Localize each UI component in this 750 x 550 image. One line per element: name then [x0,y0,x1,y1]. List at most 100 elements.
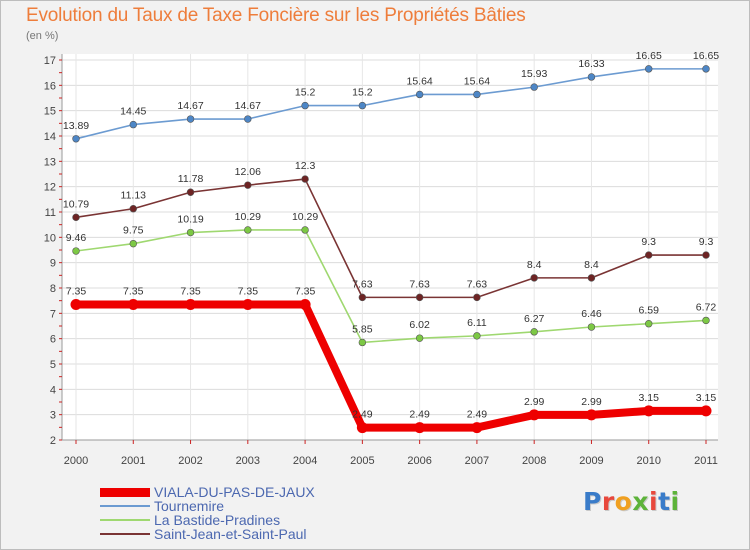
data-label: 10.79 [63,198,89,210]
grid [62,54,718,441]
data-label: 14.67 [177,100,203,112]
data-label: 6.46 [581,308,602,320]
data-point [643,405,655,417]
data-label: 15.64 [406,75,432,87]
data-label: 7.63 [409,278,430,290]
data-label: 6.72 [696,301,717,313]
data-point [702,251,710,259]
data-label: 12.06 [235,166,261,178]
data-label: 2.99 [524,396,545,408]
data-point [473,293,481,302]
logo-letter: r [601,487,615,516]
line-chart: 2 3 4 5 6 7 8 9 10 11 12 13 14 15 16 17 2000 2001 2002 2003… [44,50,720,467]
x-tick-label: 2004 [293,455,317,467]
legend-swatch-viala [100,487,150,497]
data-label: 7.63 [467,278,488,290]
plot-area [62,54,718,440]
data-point [414,422,426,434]
data-label: 6.59 [639,305,660,317]
data-point [528,409,540,421]
legend-swatch-saint-jean-et-saint-paul [100,533,150,535]
data-point [645,65,653,73]
data-label: 10.19 [177,214,203,226]
x-tick-label: 2009 [579,455,603,467]
data-label: 2.99 [581,396,602,408]
data-point [356,422,368,434]
data-point [700,405,712,417]
data-point [129,120,137,129]
data-point [415,334,424,342]
data-label: 12.3 [295,160,316,172]
data-point [244,115,252,123]
legend-label-la-bastide-pradines: La Bastide-Pradines [154,512,281,528]
data-label: 3.15 [639,392,660,404]
data-label: 9.3 [699,236,714,248]
data-label: 7.35 [238,285,259,297]
y-tick-label: 7 [50,308,56,320]
legend-label-viala: VIALA-DU-PAS-DE-JAUX [154,484,315,500]
data-label: 7.35 [295,285,316,297]
data-label: 8.4 [584,259,599,271]
legend-label-tournemire: Tournemire [154,498,225,514]
x-tick-label: 2003 [236,455,260,467]
data-point [473,90,481,99]
series-line-0 [75,68,707,140]
data-point [127,298,139,310]
data-point [702,65,710,73]
y-tick-label: 15 [44,106,56,118]
data-point [244,181,252,189]
data-label: 6.02 [409,319,430,331]
data-label: 9.46 [66,232,87,244]
unit-label: (en %) [26,30,59,42]
data-label: 2.49 [467,409,488,421]
x-tick-label: 2000 [64,455,88,467]
data-point [585,409,597,421]
y-tick-label: 16 [44,80,56,92]
y-tick-label: 11 [45,207,56,219]
series-line-1 [75,178,707,299]
logo-letter: t [658,487,671,516]
y-tick-label: 14 [44,131,56,143]
data-point [301,175,309,183]
data-label: 14.67 [235,100,261,112]
y-tick-label: 9 [50,258,56,270]
data-point [72,135,80,143]
data-point [702,316,710,325]
data-point [129,205,137,213]
data-label: 16.65 [636,50,662,62]
data-point [358,338,367,347]
data-label: 7.63 [352,278,373,290]
data-point [415,293,424,302]
y-tick-label: 10 [44,232,56,244]
data-label: 9.3 [641,236,656,248]
data-point [530,83,538,91]
data-point [587,274,596,282]
legend-label-saint-jean-et-saint-paul: Saint-Jean-et-Saint-Paul [154,526,307,542]
data-label: 11.78 [178,173,204,185]
y-tick-label: 4 [50,384,56,396]
data-label: 15.64 [464,75,490,87]
y-tick-label: 12 [44,182,56,194]
data-label: 16.33 [578,58,604,70]
data-point [186,188,195,196]
data-point [185,298,197,310]
data-label: 13.89 [63,120,89,132]
data-point [530,328,538,336]
data-label: 6.11 [467,317,487,329]
logo-letter: P [583,487,602,516]
x-tick-label: 2010 [636,455,660,467]
data-label: 14.45 [120,106,146,118]
y-tick-label: 8 [50,283,56,295]
data-point [186,228,195,237]
series-lines [70,65,712,434]
data-point [129,239,137,248]
x-tick-label: 2008 [522,455,546,467]
data-label: 2.49 [409,409,430,421]
data-label: 7.35 [180,285,201,297]
data-label: 15.93 [521,68,547,80]
y-tick-label: 13 [44,156,56,168]
data-point [186,115,195,123]
data-point [72,213,80,222]
data-labels: 13.89 14.45 14.67 14.67 15.2 15.2 15.64 15.64 15… [63,50,719,421]
data-label: 5.85 [352,323,373,335]
